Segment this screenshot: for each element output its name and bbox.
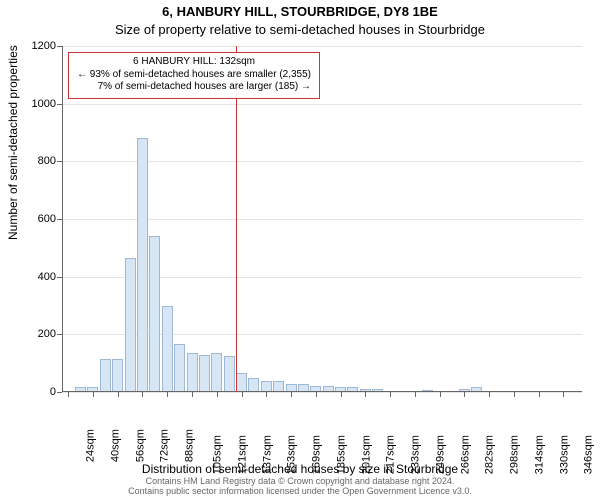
x-tick-mark bbox=[539, 392, 540, 397]
x-tick-mark bbox=[118, 392, 119, 397]
x-tick-mark bbox=[316, 392, 317, 397]
x-axis-line bbox=[62, 391, 582, 392]
y-tick-label: 200 bbox=[38, 328, 56, 340]
x-tick-mark bbox=[167, 392, 168, 397]
y-axis-label: Number of semi-detached properties bbox=[6, 45, 20, 240]
x-tick-label: 201sqm bbox=[360, 435, 372, 474]
x-tick-label: 137sqm bbox=[261, 435, 273, 474]
y-tick-mark bbox=[57, 392, 62, 393]
x-tick-mark bbox=[563, 392, 564, 397]
histogram-bar bbox=[149, 236, 160, 392]
x-tick-label: 105sqm bbox=[212, 435, 224, 474]
x-tick-label: 217sqm bbox=[385, 435, 397, 474]
chart-container: 6, HANBURY HILL, STOURBRIDGE, DY8 1BE Si… bbox=[0, 0, 600, 500]
y-tick-label: 800 bbox=[38, 155, 56, 167]
histogram-bar bbox=[162, 306, 173, 393]
y-tick-label: 600 bbox=[38, 213, 56, 225]
x-tick-label: 40sqm bbox=[109, 429, 121, 462]
x-tick-mark bbox=[365, 392, 366, 397]
x-tick-mark bbox=[390, 392, 391, 397]
legend-line-1: 6 HANBURY HILL: 132sqm bbox=[77, 56, 311, 69]
histogram-bar bbox=[100, 359, 111, 392]
x-tick-label: 24sqm bbox=[85, 429, 97, 462]
chart-title-line1: 6, HANBURY HILL, STOURBRIDGE, DY8 1BE bbox=[0, 4, 600, 19]
x-tick-mark bbox=[291, 392, 292, 397]
x-tick-mark bbox=[192, 392, 193, 397]
x-tick-label: 330sqm bbox=[558, 435, 570, 474]
plot-area: 02004006008001000120024sqm40sqm56sqm72sq… bbox=[62, 46, 582, 392]
x-tick-mark bbox=[341, 392, 342, 397]
x-tick-label: 153sqm bbox=[286, 435, 298, 474]
x-tick-label: 56sqm bbox=[134, 429, 146, 462]
footnote: Contains HM Land Registry data © Crown c… bbox=[0, 476, 600, 496]
histogram-bar bbox=[248, 378, 259, 392]
x-tick-label: 249sqm bbox=[434, 435, 446, 474]
histogram-bar bbox=[211, 353, 222, 392]
x-tick-label: 314sqm bbox=[533, 435, 545, 474]
x-tick-label: 282sqm bbox=[484, 435, 496, 474]
histogram-bar bbox=[236, 373, 247, 392]
x-tick-label: 233sqm bbox=[410, 435, 422, 474]
x-tick-mark bbox=[464, 392, 465, 397]
gridline bbox=[62, 392, 582, 393]
histogram-bar bbox=[174, 344, 185, 392]
gridline bbox=[62, 46, 582, 47]
x-tick-mark bbox=[514, 392, 515, 397]
histogram-bar bbox=[137, 138, 148, 392]
histogram-bar bbox=[199, 355, 210, 392]
y-tick-label: 1200 bbox=[32, 40, 56, 52]
legend-line-3: 7% of semi-detached houses are larger (1… bbox=[77, 81, 311, 94]
x-tick-label: 88sqm bbox=[184, 429, 196, 462]
y-tick-label: 400 bbox=[38, 271, 56, 283]
histogram-bar bbox=[125, 258, 136, 392]
x-tick-mark bbox=[489, 392, 490, 397]
x-tick-mark bbox=[415, 392, 416, 397]
histogram-bar bbox=[187, 353, 198, 392]
legend-box: 6 HANBURY HILL: 132sqm← 93% of semi-deta… bbox=[68, 52, 320, 99]
x-tick-mark bbox=[242, 392, 243, 397]
gridline bbox=[62, 104, 582, 105]
y-tick-label: 1000 bbox=[32, 98, 56, 110]
x-tick-mark bbox=[440, 392, 441, 397]
histogram-bar bbox=[224, 356, 235, 392]
histogram-bar bbox=[112, 359, 123, 392]
x-tick-label: 72sqm bbox=[159, 429, 171, 462]
legend-line-2: ← 93% of semi-detached houses are smalle… bbox=[77, 69, 311, 82]
y-tick-label: 0 bbox=[50, 386, 56, 398]
y-axis-line bbox=[62, 46, 63, 392]
x-tick-label: 346sqm bbox=[583, 435, 595, 474]
x-tick-mark bbox=[93, 392, 94, 397]
x-tick-mark bbox=[142, 392, 143, 397]
x-tick-label: 298sqm bbox=[509, 435, 521, 474]
x-tick-mark bbox=[266, 392, 267, 397]
x-tick-label: 169sqm bbox=[311, 435, 323, 474]
x-tick-label: 266sqm bbox=[459, 435, 471, 474]
x-tick-mark bbox=[68, 392, 69, 397]
x-tick-label: 185sqm bbox=[335, 435, 347, 474]
x-tick-label: 121sqm bbox=[236, 435, 248, 474]
x-tick-mark bbox=[217, 392, 218, 397]
chart-title-line2: Size of property relative to semi-detach… bbox=[0, 22, 600, 37]
